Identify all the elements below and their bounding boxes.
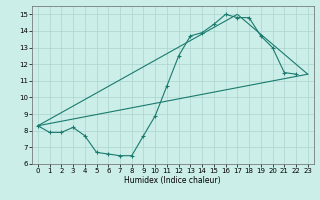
X-axis label: Humidex (Indice chaleur): Humidex (Indice chaleur) [124, 176, 221, 185]
